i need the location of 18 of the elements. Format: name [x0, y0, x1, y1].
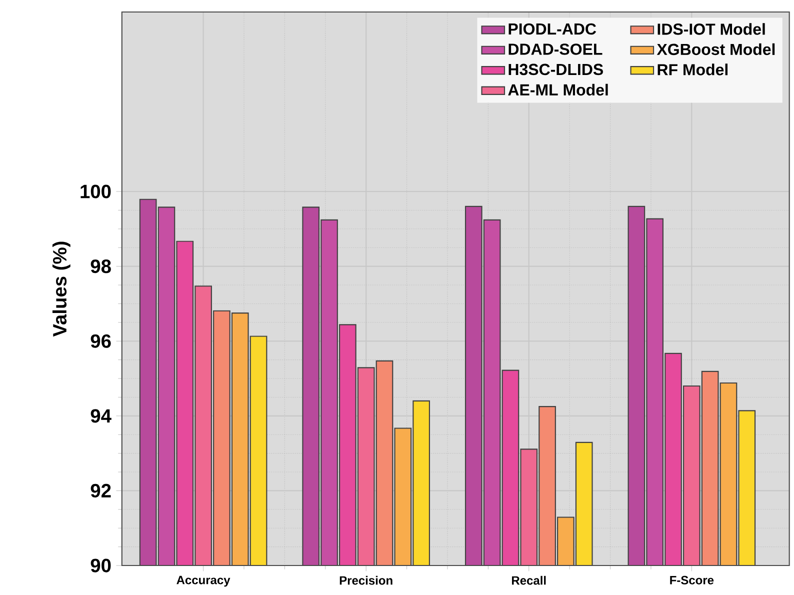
y-tick-label: 90 — [90, 558, 111, 572]
x-tick-label: Recall — [512, 576, 546, 585]
x-tick-label: F-Score — [670, 576, 714, 584]
y-tick-label: 94 — [90, 409, 112, 423]
legend-label: H3SC-DLIDS — [508, 64, 603, 76]
y-tick-label: 96 — [90, 334, 111, 348]
legend-label: PIODL-ADC — [508, 23, 596, 35]
y-tick-label: 92 — [90, 484, 111, 498]
legend-label: IDS-IOT Model — [658, 23, 765, 35]
y-tick-label: 98 — [90, 260, 111, 274]
legend-label: XGBoost Model — [656, 43, 775, 56]
x-tick-label: Precision — [340, 576, 392, 585]
y-axis-title: Values (%) — [52, 242, 70, 337]
x-tick-label: Accuracy — [176, 576, 230, 587]
legend-label: RF Model — [658, 64, 728, 76]
legend-label: DDAD-SOEL — [508, 44, 602, 55]
legend-label: AE-ML Model — [508, 84, 608, 96]
y-tick-label: 100 — [80, 184, 111, 198]
